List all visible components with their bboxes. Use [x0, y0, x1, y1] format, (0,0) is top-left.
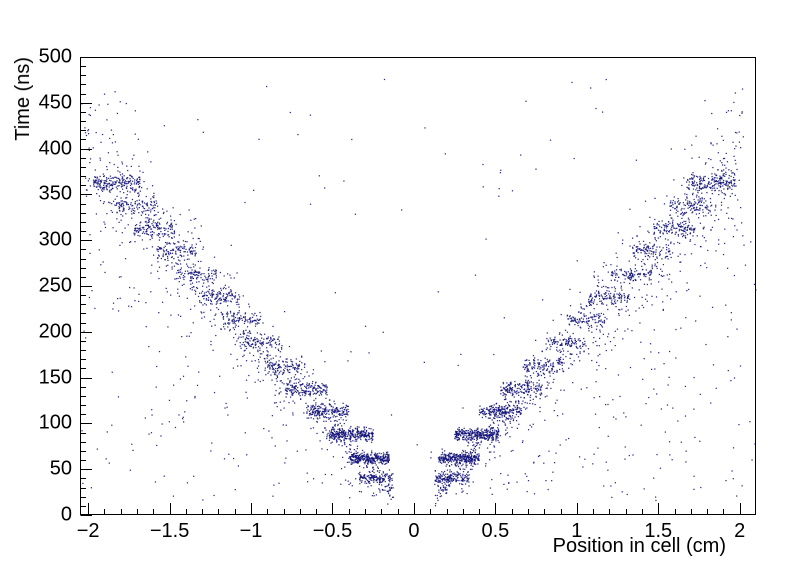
y-tick-label: 350	[38, 182, 72, 205]
x-tick-label: −1	[239, 520, 263, 542]
y-tick-label: 500	[38, 45, 72, 68]
y-tick-label: 100	[38, 411, 72, 434]
y-tick-label: 400	[38, 137, 72, 160]
y-tick-label: 250	[38, 274, 72, 297]
x-tick-label: 0	[408, 520, 420, 542]
x-tick-label: 0.5	[481, 520, 510, 542]
y-tick-label: 200	[38, 320, 72, 343]
x-tick-label: −1.5	[149, 520, 190, 542]
x-tick-label: −2	[76, 520, 100, 542]
x-tick-label: 1.5	[644, 520, 673, 542]
x-tick-label: −0.5	[312, 520, 353, 542]
y-tick-label: 50	[49, 457, 72, 480]
x-tick-label: 1	[571, 520, 583, 542]
y-tick-label: 0	[60, 503, 72, 526]
y-tick-label: 300	[38, 228, 72, 251]
y-tick-label: 450	[38, 91, 72, 114]
x-axis-title: Position in cell (cm)	[552, 535, 726, 557]
y-axis-title: Time (ns)	[12, 57, 34, 141]
x-tick-label: 2	[734, 520, 746, 542]
y-tick-label: 150	[38, 366, 72, 389]
